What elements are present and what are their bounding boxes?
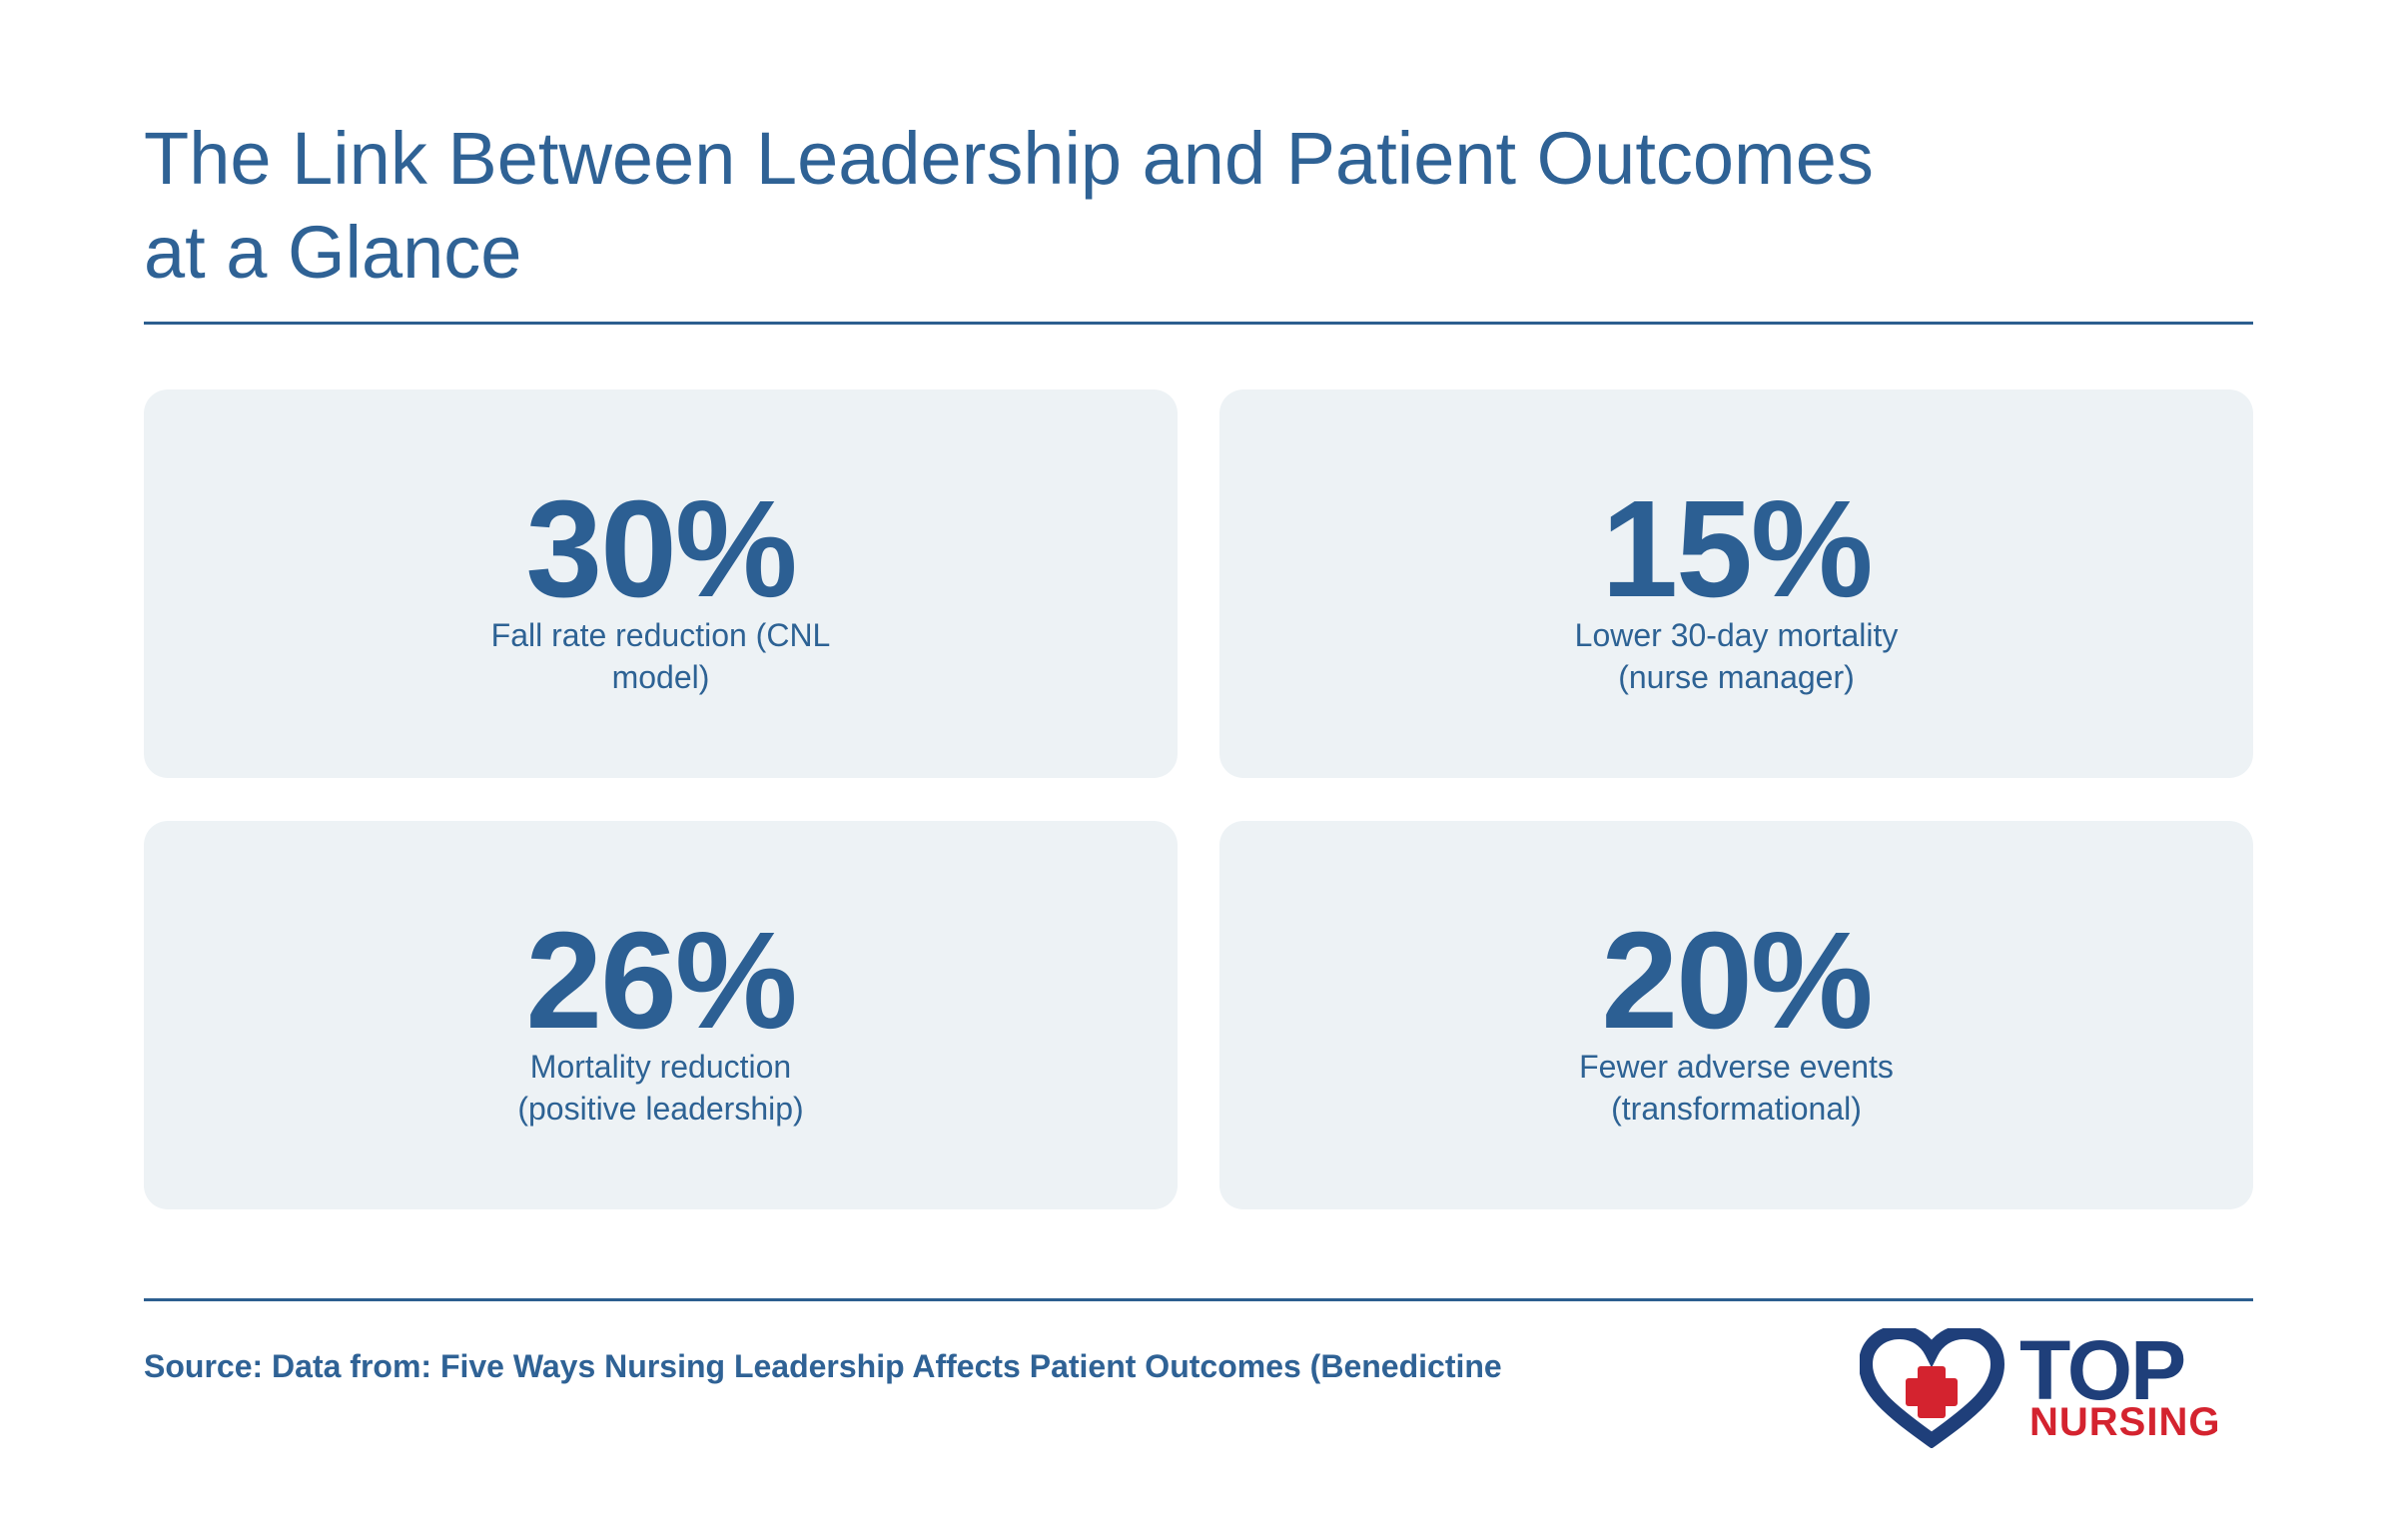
divider	[144, 322, 2253, 325]
source-note: Source: Data from: Five Ways Nursing Lea…	[144, 1348, 1502, 1384]
stat-value: 26%	[525, 904, 797, 1058]
stat-value: 20%	[1601, 904, 1873, 1058]
title-line: at a Glance	[144, 211, 522, 294]
title-line: The Link Between Leadership and Patient …	[144, 117, 1874, 200]
stat-value: 30%	[525, 472, 797, 626]
logo-top: TOP	[2019, 1323, 2186, 1417]
stat-card: 15% Lower 30-day mortality (nurse manage…	[1219, 389, 2253, 778]
stat-card: 26% Mortality reduction (positive leader…	[144, 821, 1178, 1209]
title: The Link Between Leadership and Patient …	[144, 112, 1874, 300]
logo-nursing: NURSING	[2029, 1400, 2221, 1444]
divider	[144, 1298, 2253, 1301]
stat-label: Mortality reduction (positive leadership…	[517, 1049, 804, 1127]
logo-heart	[1860, 1328, 2005, 1448]
stat-card: 30% Fall rate reduction (CNL model)	[144, 389, 1178, 778]
stat-value: 15%	[1601, 472, 1873, 626]
stat-label: Lower 30-day mortality (nurse manager)	[1574, 617, 1899, 695]
stat-label: Fewer adverse events (transformational)	[1579, 1049, 1894, 1127]
stat-card: 20% Fewer adverse events (transformation…	[1219, 821, 2253, 1209]
stat-label: Fall rate reduction (CNL model)	[490, 617, 831, 695]
logo: TOP NURSING	[1860, 1323, 2259, 1448]
